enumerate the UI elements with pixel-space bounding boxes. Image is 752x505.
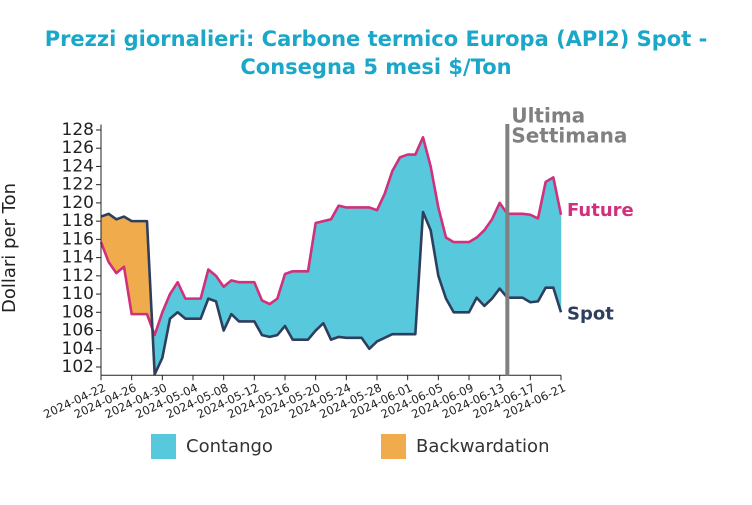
spread-fill (384, 170, 393, 339)
spread-fill (261, 300, 270, 338)
spread-fill (530, 214, 539, 303)
spread-fill (330, 204, 339, 341)
spread-fill (246, 281, 255, 322)
series-line (99, 135, 563, 337)
marker-label: Settimana (511, 124, 627, 148)
y-tick-label: 106 (62, 321, 94, 341)
series-line (100, 210, 563, 376)
spread-fill (407, 154, 416, 335)
spread-fill (292, 271, 301, 340)
spread-fill (399, 154, 408, 335)
y-tick-label: 118 (62, 211, 94, 231)
spread-fill (185, 298, 194, 319)
spread-fill (300, 271, 309, 340)
y-tick-label: 122 (62, 175, 94, 195)
spread-fill (461, 241, 470, 313)
chart-title: Prezzi giornalieri: Carbone termico Euro… (45, 27, 708, 51)
legend-swatch (381, 434, 406, 459)
spread-fill (514, 213, 523, 298)
y-tick-label: 120 (62, 193, 94, 213)
spread-fill (338, 205, 347, 339)
legend-label: Backwardation (416, 436, 549, 457)
y-tick-label: 110 (62, 284, 94, 304)
spread-fill (131, 220, 140, 315)
y-tick-label: 128 (62, 120, 94, 140)
y-tick-label: 124 (62, 156, 94, 176)
series-end-label: Future (567, 200, 634, 221)
spread-fill (369, 207, 378, 350)
spread-fill (238, 281, 247, 322)
y-tick-label: 102 (62, 357, 94, 377)
spread-fill (323, 218, 332, 340)
spread-fill (376, 193, 385, 342)
y-tick-label: 126 (62, 138, 94, 158)
spread-fill (545, 176, 554, 288)
spread-fill (476, 229, 485, 307)
y-axis-label: Dollari per Ton (0, 183, 20, 313)
legend-label: Contango (186, 436, 273, 457)
spread-fill (453, 241, 462, 313)
marker-label: Ultima (511, 104, 585, 128)
y-tick-label: 108 (62, 302, 94, 322)
spread-fill (139, 220, 148, 315)
spread-fill (522, 213, 531, 303)
spread-fill (392, 156, 401, 335)
y-tick-label: 104 (62, 339, 94, 359)
series-end-label: Spot (567, 303, 614, 324)
y-tick-label: 112 (62, 266, 94, 286)
spread-fill (361, 207, 370, 350)
y-tick-label: 114 (62, 248, 94, 268)
y-tick-label: 116 (62, 229, 94, 249)
spread-fill (315, 220, 324, 332)
spread-fill (484, 218, 493, 307)
spread-fill (346, 207, 355, 339)
spread-fill (192, 298, 201, 319)
spread-fill (116, 216, 125, 274)
legend-swatch (151, 434, 176, 459)
spread-fill (353, 207, 362, 339)
chart-title: Consegna 5 mesi $/Ton (240, 55, 511, 79)
